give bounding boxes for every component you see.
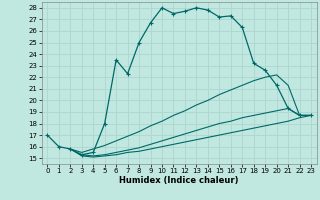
X-axis label: Humidex (Indice chaleur): Humidex (Indice chaleur) bbox=[119, 176, 239, 185]
